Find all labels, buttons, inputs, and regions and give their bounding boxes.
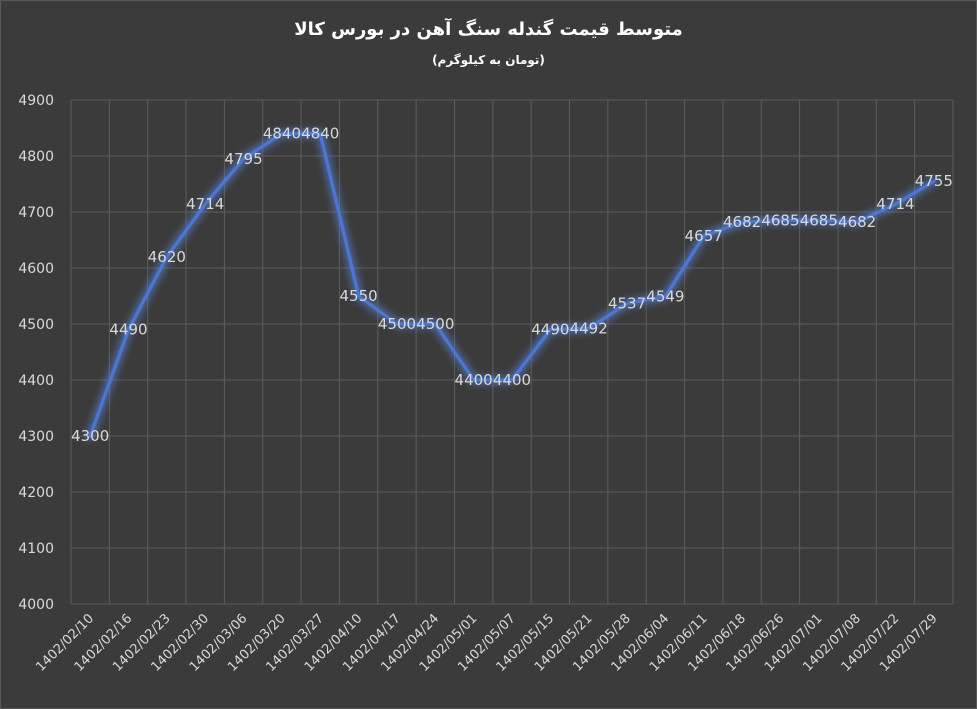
data-points	[88, 132, 936, 438]
data-label: 4400	[493, 371, 531, 389]
data-label: 4682	[723, 213, 761, 231]
data-label: 4840	[263, 125, 301, 143]
data-label: 4714	[186, 195, 224, 213]
data-label: 4492	[570, 319, 608, 337]
data-label: 4755	[915, 172, 953, 190]
data-point	[395, 322, 399, 326]
data-point	[855, 220, 859, 224]
data-label: 4549	[646, 288, 684, 306]
data-point	[357, 294, 361, 298]
data-point	[778, 218, 783, 222]
data-point	[548, 328, 552, 332]
data-point	[433, 322, 437, 326]
x-axis-ticks: 1402/02/101402/02/161402/02/231402/02/30…	[33, 611, 940, 675]
y-tick-label: 4300	[18, 429, 54, 445]
data-point	[241, 157, 246, 161]
data-label: 4657	[685, 227, 723, 245]
data-label: 4682	[838, 213, 876, 231]
data-label: 4795	[224, 150, 262, 168]
y-tick-label: 4200	[18, 485, 54, 501]
data-label: 4620	[148, 248, 186, 266]
y-tick-label: 4600	[18, 261, 54, 277]
data-point	[587, 326, 591, 331]
y-tick-label: 4000	[18, 597, 54, 613]
data-point	[165, 255, 169, 259]
gridlines	[70, 99, 954, 605]
data-point	[702, 234, 706, 238]
chart-subtitle: (تومان به کیلوگرم)	[432, 53, 545, 67]
y-tick-label: 4800	[18, 149, 54, 165]
data-point	[932, 179, 936, 183]
data-point	[126, 328, 131, 332]
data-label: 4550	[340, 287, 378, 305]
data-label: 4400	[455, 371, 493, 389]
data-point	[318, 132, 322, 136]
data-label: 4490	[109, 321, 147, 339]
data-label: 4500	[378, 315, 416, 333]
y-tick-label: 4100	[18, 541, 54, 557]
data-label: 4537	[608, 294, 646, 312]
data-point	[893, 202, 898, 206]
data-label: 4490	[531, 321, 569, 339]
data-label: 4300	[71, 427, 109, 445]
y-axis-ticks: 4000 4100 4200 4300 4400 4500 4600 4700 4800 4900	[18, 93, 54, 613]
data-point	[88, 434, 92, 438]
data-point	[510, 378, 514, 382]
data-point	[663, 294, 667, 299]
series-line-glow	[85, 129, 939, 441]
data-label: 4840	[301, 125, 339, 143]
y-tick-label: 4900	[18, 93, 54, 109]
y-tick-label: 4400	[18, 373, 54, 389]
data-label: 4685	[800, 211, 838, 229]
data-point	[280, 132, 284, 136]
series-line	[88, 132, 936, 438]
data-point	[625, 301, 629, 305]
y-tick-label: 4700	[18, 205, 54, 221]
y-tick-label: 4500	[18, 317, 54, 333]
data-point	[203, 202, 207, 206]
data-point	[817, 218, 821, 222]
data-point	[740, 220, 744, 224]
series-line-group	[85, 129, 939, 441]
data-label: 4685	[761, 211, 799, 229]
chart-title: متوسط قیمت گندله سنگ آهن در بورس کالا	[294, 19, 683, 40]
data-label: 4500	[416, 315, 454, 333]
data-point	[472, 378, 476, 382]
data-label: 4714	[876, 195, 914, 213]
